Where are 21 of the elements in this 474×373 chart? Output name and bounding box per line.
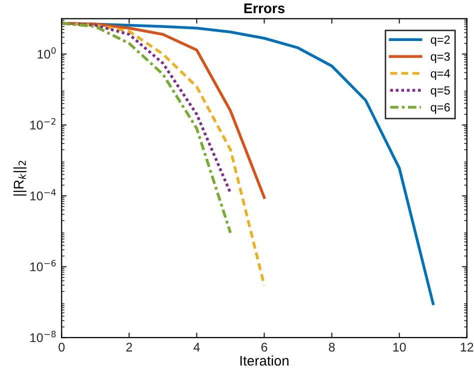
y-tick-label: 10$^{−8}$ — [30, 330, 56, 342]
x-tick-label: 0 — [58, 342, 65, 352]
legend-label: q=3 — [430, 52, 450, 64]
line-series — [62, 22, 232, 234]
x-tick-label: 4 — [194, 342, 200, 352]
y-tick-label: 10$^{0}$ — [38, 47, 56, 59]
x-tick-label: 12 — [460, 342, 474, 352]
x-tick-label: 6 — [261, 342, 268, 352]
legend-label: q=2 — [430, 35, 450, 46]
chart-title: Errors — [244, 4, 285, 14]
x-tick-label: 2 — [126, 342, 132, 352]
x-tick-label: 10 — [393, 342, 406, 352]
y-axis-title: ||R$_{k}$||$_{2}$ — [13, 160, 26, 196]
x-axis-title: Iteration — [240, 355, 288, 366]
legend-label: q=5 — [430, 86, 450, 97]
y-tick-label: 10$^{−6}$ — [30, 260, 56, 272]
x-tick-label: 8 — [328, 342, 335, 352]
y-tick-label: 10$^{−2}$ — [30, 118, 56, 130]
legend-label: q=4 — [430, 69, 450, 80]
legend-label: q=6 — [430, 103, 450, 114]
y-tick-label: 10$^{−4}$ — [30, 189, 56, 200]
